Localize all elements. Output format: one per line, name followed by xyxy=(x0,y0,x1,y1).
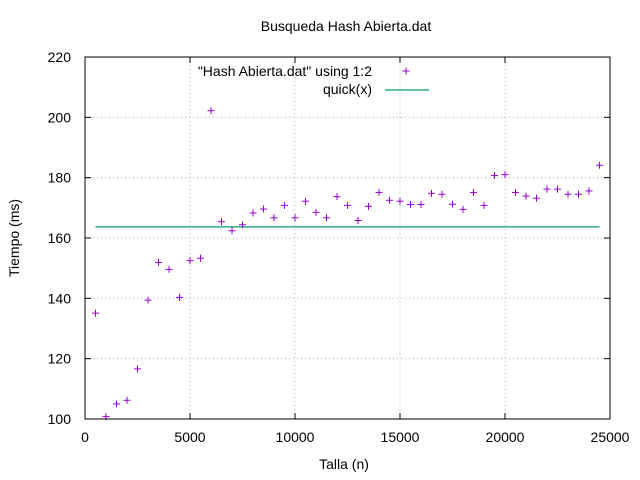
data-point xyxy=(113,400,120,408)
data-point xyxy=(522,192,530,200)
data-point xyxy=(176,293,183,301)
data-point xyxy=(207,107,215,115)
y-tick-label: 140 xyxy=(48,290,72,306)
data-point xyxy=(144,296,152,304)
data-point xyxy=(291,214,299,222)
data-point xyxy=(312,208,320,216)
data-point xyxy=(438,190,446,198)
x-tick-label: 0 xyxy=(81,429,89,445)
y-tick-label: 160 xyxy=(48,230,72,246)
chart-title: Busqueda Hash Abierta.dat xyxy=(261,18,432,34)
data-point xyxy=(186,257,194,265)
legend-label-line: quick(x) xyxy=(323,81,372,97)
legend-label-points: "Hash Abierta.dat" using 1:2 xyxy=(198,63,372,79)
data-point xyxy=(501,171,509,179)
data-point xyxy=(218,218,225,226)
data-point xyxy=(197,254,204,262)
data-point xyxy=(323,214,330,222)
data-point xyxy=(260,205,267,213)
y-tick-label: 220 xyxy=(48,49,72,65)
data-point xyxy=(123,396,131,404)
data-point xyxy=(575,190,582,198)
data-point xyxy=(449,200,456,208)
data-point xyxy=(354,217,362,225)
data-point xyxy=(554,185,561,193)
data-point xyxy=(134,365,141,373)
data-point xyxy=(375,188,383,196)
data-point xyxy=(165,265,173,273)
y-tick-label: 100 xyxy=(48,411,72,427)
plot-border xyxy=(84,56,611,420)
legend-plus xyxy=(402,67,410,75)
data-point xyxy=(344,201,351,209)
data-point xyxy=(533,194,540,202)
data-point xyxy=(365,202,372,210)
data-point xyxy=(417,201,425,209)
x-tick-label: 10000 xyxy=(276,429,315,445)
data-point xyxy=(281,201,288,209)
data-point xyxy=(249,209,257,217)
data-point xyxy=(543,185,551,193)
data-point xyxy=(155,258,162,266)
data-point xyxy=(596,161,603,169)
data-point xyxy=(585,187,593,195)
legend-marker-points xyxy=(402,67,410,75)
x-tick-labels: 0 5000 10000 15000 20000 25000 xyxy=(81,429,630,445)
grid xyxy=(85,57,610,419)
x-tick-label: 5000 xyxy=(174,429,205,445)
x-tick-label: 20000 xyxy=(486,429,525,445)
data-point xyxy=(239,221,246,229)
data-point xyxy=(428,189,435,197)
legend: "Hash Abierta.dat" using 1:2 quick(x) xyxy=(198,63,429,97)
x-axis-label: Talla (n) xyxy=(319,456,369,472)
data-point xyxy=(491,172,498,180)
y-tick-labels: 100 120 140 160 180 200 220 xyxy=(48,49,72,427)
hash-points-series xyxy=(92,107,603,421)
data-point xyxy=(92,309,99,317)
data-point xyxy=(302,197,309,205)
data-point xyxy=(407,201,414,209)
data-point xyxy=(228,227,236,235)
data-point xyxy=(459,205,467,213)
data-point xyxy=(270,214,278,222)
data-point xyxy=(480,201,488,209)
y-axis-label: Tiempo (ms) xyxy=(6,199,22,277)
x-tick-label: 25000 xyxy=(591,429,630,445)
y-tick-label: 120 xyxy=(48,351,72,367)
data-point xyxy=(386,196,393,204)
data-point xyxy=(396,197,404,205)
y-tick-label: 200 xyxy=(48,109,72,125)
data-point xyxy=(470,188,477,196)
y-tick-label: 180 xyxy=(48,170,72,186)
data-point xyxy=(512,188,519,196)
x-tick-label: 15000 xyxy=(381,429,420,445)
data-point xyxy=(564,190,572,198)
data-point xyxy=(333,193,341,201)
